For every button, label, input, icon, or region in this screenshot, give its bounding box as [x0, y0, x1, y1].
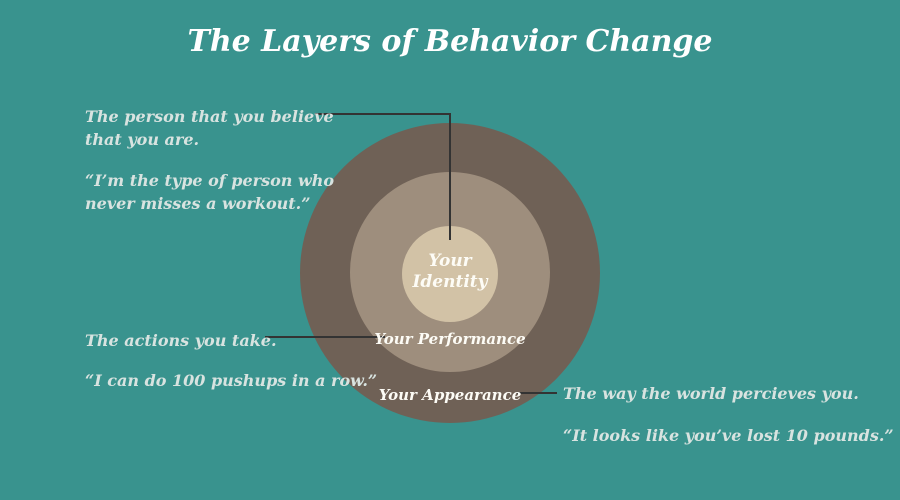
ring-label-identity: Your Identity	[412, 251, 488, 292]
page-title: The Layers of Behavior Change	[187, 24, 713, 59]
appearance-annotation: The way the world percieves you.	[563, 384, 859, 403]
appearance-quote: “It looks like you’ve lost 10 pounds.”	[563, 426, 894, 445]
performance-annotation: The actions you take.	[85, 331, 277, 350]
ring-identity	[402, 226, 498, 322]
ring-label-appearance: Your Appearance	[378, 386, 522, 404]
ring-label-performance: Your Performance	[374, 330, 526, 348]
performance-quote: “I can do 100 pushups in a row.”	[85, 371, 378, 390]
identity-quote: “I’m the type of person who never misses…	[85, 171, 335, 213]
identity-annotation: The person that you believe that you are…	[85, 107, 334, 149]
